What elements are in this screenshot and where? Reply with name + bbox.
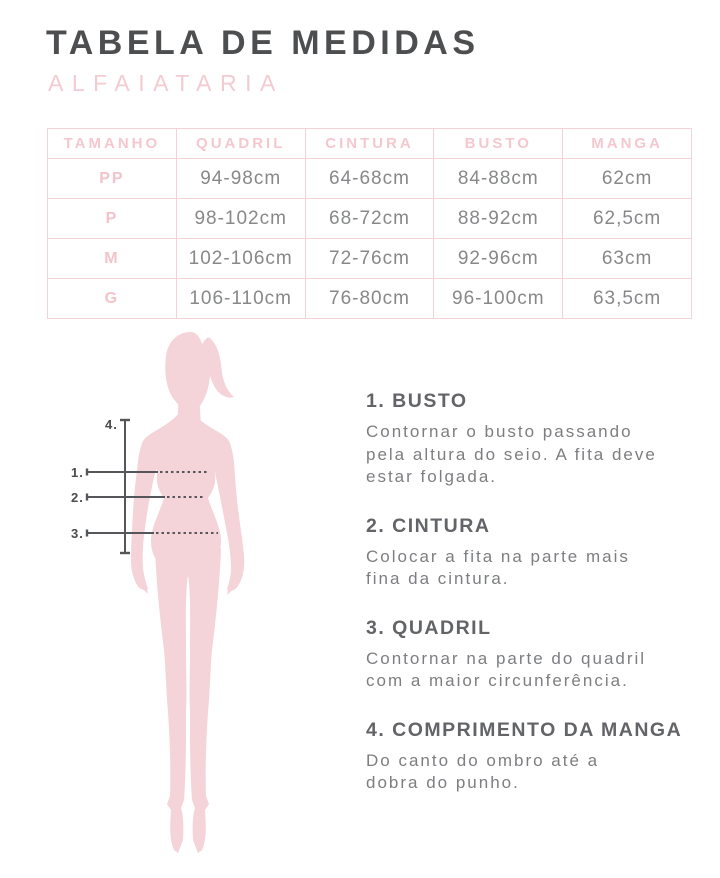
measure-cell: 92-96cm <box>433 238 564 279</box>
table-row-m: M 102-106cm 72-76cm 92-96cm 63cm <box>47 238 692 279</box>
hip-measure-line <box>85 529 218 537</box>
measure-cell: 76-80cm <box>304 278 435 319</box>
size-cell: G <box>47 278 177 319</box>
instruction-heading: 4. COMPRIMENTO DA MANGA <box>366 718 683 741</box>
table-header-row: TAMANHO QUADRIL CINTURA BUSTO MANGA <box>47 128 692 159</box>
measure-cell: 63cm <box>562 238 692 279</box>
bust-measure-line <box>85 468 209 476</box>
page-subtitle: ALFAIATARIA <box>48 70 284 96</box>
woman-silhouette-svg: 1. 2. 3. 4. <box>71 332 245 853</box>
waist-line-label: 2. <box>71 490 84 505</box>
measure-cell: 94-98cm <box>175 158 306 199</box>
table-header: TAMANHO QUADRIL CINTURA BUSTO MANGA <box>47 128 692 159</box>
woman-right-hand-icon <box>227 565 241 595</box>
column-header-quadril: QUADRIL <box>175 128 306 159</box>
instruction-block-quadril: 3. QUADRIL Contornar na parte do quadril… <box>366 617 718 693</box>
figure-diagram: 1. 2. 3. 4. <box>0 330 350 873</box>
size-cell: M <box>47 238 177 279</box>
size-cell: P <box>47 198 177 239</box>
hip-line-label: 3. <box>71 526 84 541</box>
measure-cell: 62,5cm <box>562 198 692 239</box>
column-header-tamanho: TAMANHO <box>47 128 177 159</box>
instruction-body: Contornar o busto passando pela altura d… <box>366 422 657 486</box>
instruction-body: Do canto do ombro até a dobra do punho. <box>366 750 600 793</box>
instruction-body: Contornar na parte do quadril com a maio… <box>366 648 647 691</box>
measure-cell: 64-68cm <box>304 158 435 199</box>
instruction-heading: 2. CINTURA <box>366 514 491 537</box>
instruction-block-busto: 1. BUSTO Contornar o busto passando pela… <box>366 390 718 489</box>
page-title: TABELA DE MEDIDAS <box>46 24 480 62</box>
table-body: PP 94-98cm 64-68cm 84-88cm 62cm P 98-102… <box>47 158 692 319</box>
measure-cell: 84-88cm <box>433 158 564 199</box>
measure-cell: 88-92cm <box>433 198 564 239</box>
sleeve-measure-line <box>120 418 130 555</box>
measure-cell: 68-72cm <box>304 198 435 239</box>
instruction-heading: 1. BUSTO <box>366 390 468 412</box>
measure-cell: 62cm <box>562 158 692 199</box>
woman-hair-icon <box>165 332 234 413</box>
instruction-block-cintura: 2. CINTURA Colocar a fita na parte mais … <box>366 515 718 591</box>
woman-right-leg-icon <box>188 548 221 853</box>
table-row-g: G 106-110cm 76-80cm 96-100cm 63,5cm <box>47 278 692 319</box>
sleeve-line-label: 4. <box>105 417 118 432</box>
instruction-block-manga: 4. COMPRIMENTO DA MANGA Do canto do ombr… <box>366 719 718 795</box>
measure-cell: 102-106cm <box>175 238 306 279</box>
woman-right-arm-icon <box>212 438 245 592</box>
table-row-p: P 98-102cm 68-72cm 88-92cm 62,5cm <box>47 198 692 239</box>
measuring-instructions: 1. BUSTO Contornar o busto passando pela… <box>366 390 718 821</box>
woman-left-hand-icon <box>134 564 148 594</box>
measure-cell: 98-102cm <box>175 198 306 239</box>
woman-left-leg-icon <box>155 548 188 853</box>
measurements-table: TAMANHO QUADRIL CINTURA BUSTO MANGA PP 9… <box>47 128 692 319</box>
bust-line-label: 1. <box>71 465 84 480</box>
column-header-manga: MANGA <box>562 128 692 159</box>
measure-cell: 63,5cm <box>562 278 692 319</box>
instruction-body: Colocar a fita na parte mais fina da cin… <box>366 546 630 589</box>
measure-cell: 106-110cm <box>175 278 306 319</box>
measure-cell: 96-100cm <box>433 278 564 319</box>
woman-left-arm-icon <box>131 438 159 591</box>
woman-torso-icon <box>140 412 232 577</box>
column-header-cintura: CINTURA <box>304 128 435 159</box>
column-header-busto: BUSTO <box>433 128 564 159</box>
measure-cell: 72-76cm <box>304 238 435 279</box>
size-cell: PP <box>47 158 177 199</box>
table-row-pp: PP 94-98cm 64-68cm 84-88cm 62cm <box>47 158 692 199</box>
instruction-heading: 3. QUADRIL <box>366 616 492 639</box>
